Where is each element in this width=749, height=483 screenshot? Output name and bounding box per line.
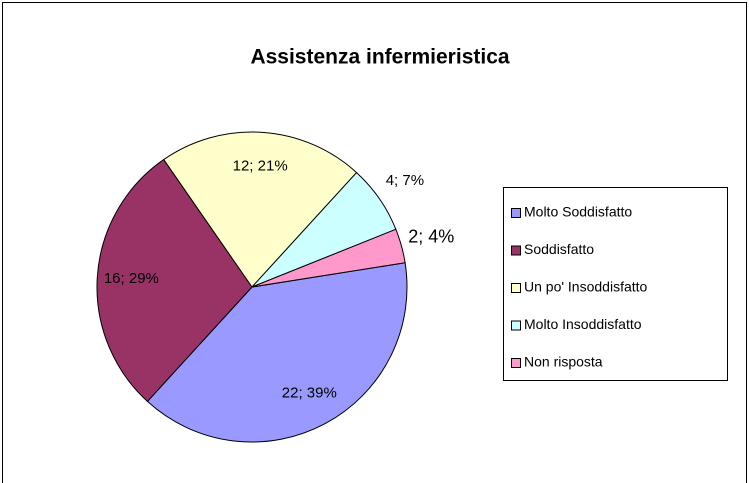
legend-swatch: [511, 245, 521, 256]
data-label: 4; 7%: [386, 172, 424, 189]
pie-slice: [163, 131, 358, 288]
legend-text: Molto Soddisfatto: [524, 204, 632, 220]
legend-swatch: [511, 283, 521, 293]
data-label: 16; 29%: [104, 270, 159, 287]
pie-slice: [146, 262, 408, 443]
legend-text: Molto Insoddisfatto: [524, 316, 642, 332]
legend-text: Un po' Insoddisfatto: [524, 279, 648, 295]
chart-title: Assistenza infermieristica: [250, 46, 509, 69]
legend-swatch: [511, 208, 521, 218]
data-label: 22; 39%: [282, 384, 337, 401]
legend-swatch: [511, 358, 521, 368]
pie-slice: [96, 158, 253, 403]
data-label: 2; 4%: [408, 226, 454, 246]
legend-text: Non risposta: [524, 354, 603, 370]
legend-box: [503, 187, 728, 381]
legend-text: Soddisfatto: [524, 241, 594, 257]
data-label: 12; 21%: [233, 157, 288, 174]
legend-swatch: [511, 320, 521, 331]
pie-slice: [251, 228, 406, 288]
